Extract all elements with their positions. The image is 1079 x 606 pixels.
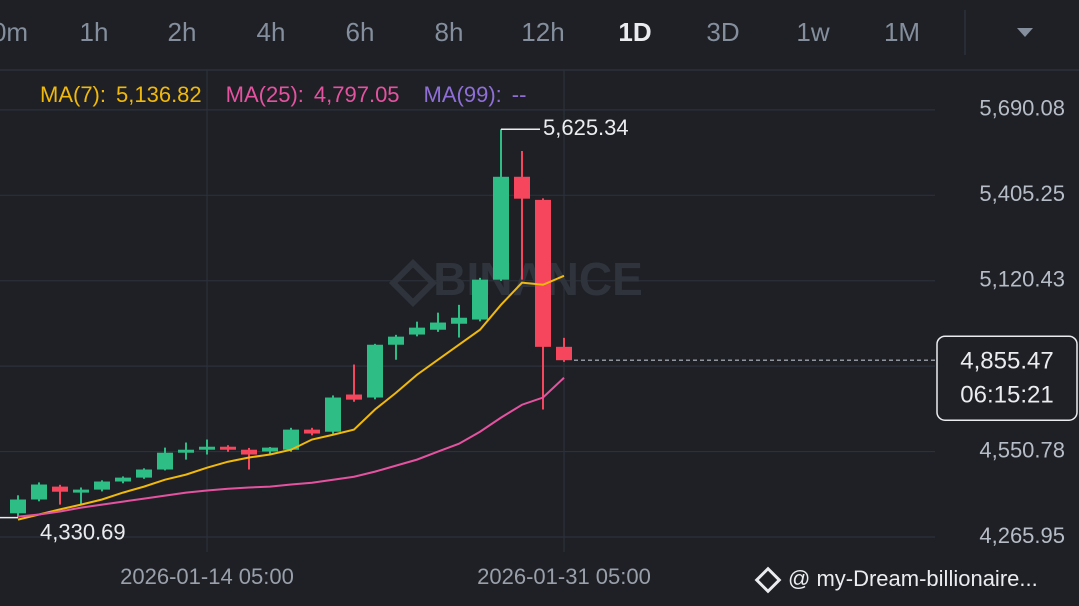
- watermark-logo: [388, 258, 438, 308]
- low-marker-label: 4,330.69: [40, 519, 126, 544]
- candle-body: [451, 317, 467, 324]
- candle-body: [73, 489, 89, 493]
- interval-tab[interactable]: 8h: [435, 17, 464, 47]
- dropdown-arrow[interactable]: [1017, 28, 1033, 37]
- candle-body: [52, 486, 68, 492]
- candle-body: [409, 327, 425, 335]
- candle-body: [115, 477, 131, 482]
- candle-body: [514, 176, 530, 199]
- candle-body: [220, 446, 236, 450]
- candle-body: [367, 344, 383, 398]
- candle-body: [430, 322, 446, 330]
- candle-body: [283, 429, 299, 450]
- grid: [0, 70, 935, 552]
- candle-body: [535, 199, 551, 347]
- interval-tab[interactable]: 4h: [257, 17, 286, 47]
- countdown-label: 06:15:21: [960, 382, 1053, 409]
- candle-body: [31, 484, 47, 500]
- legend-value: 5,136.82: [116, 82, 202, 107]
- candle-body: [10, 499, 26, 514]
- interval-tab[interactable]: 1h: [80, 17, 109, 47]
- legend-separator: :: [496, 82, 502, 107]
- legend-name: MA(25): [226, 82, 298, 107]
- candle-body: [556, 346, 572, 361]
- candle-body: [157, 452, 173, 470]
- legend-value: 4,797.05: [314, 82, 400, 107]
- legend-separator: :: [100, 82, 106, 107]
- candle-body: [136, 469, 152, 478]
- candle-body: [178, 449, 194, 453]
- candle-body: [325, 397, 341, 432]
- interval-tab[interactable]: 3D: [706, 17, 739, 47]
- interval-tab[interactable]: 1D: [618, 17, 651, 47]
- y-tick-label: 5,690.08: [979, 96, 1065, 121]
- last-price-label: 4,855.47: [960, 348, 1053, 375]
- candle-body: [388, 336, 404, 345]
- interval-tab[interactable]: 2h: [168, 17, 197, 47]
- candle-body: [241, 449, 257, 455]
- candle-body: [199, 446, 215, 450]
- interval-tab[interactable]: 1M: [884, 17, 920, 47]
- x-tick-label: 2026-01-31 05:00: [477, 564, 651, 589]
- high-marker-label: 5,625.34: [543, 115, 629, 140]
- y-tick-label: 4,550.78: [979, 437, 1065, 462]
- candle-body: [472, 279, 488, 320]
- interval-tab[interactable]: 1w: [796, 17, 829, 47]
- interval-tab[interactable]: 12h: [521, 17, 564, 47]
- y-tick-label: 5,405.25: [979, 181, 1065, 206]
- plot: [0, 128, 572, 521]
- ma-line: [17, 376, 565, 518]
- footer-logo: [754, 566, 782, 594]
- candle-body: [346, 394, 362, 400]
- legend-name: MA(99): [424, 82, 496, 107]
- candle-body: [94, 481, 110, 490]
- candle-body: [262, 447, 278, 452]
- legend-value: --: [512, 82, 527, 107]
- interval-tab[interactable]: 0m: [0, 17, 28, 47]
- x-tick-label: 2026-01-14 05:00: [120, 564, 294, 589]
- interval-tab[interactable]: 6h: [346, 17, 375, 47]
- candle-body: [304, 429, 320, 434]
- ma-line: [17, 274, 565, 521]
- y-tick-label: 4,265.95: [979, 523, 1065, 548]
- footer-handle: @ my-Dream-billionaire...: [788, 566, 1038, 591]
- candle-body: [493, 176, 509, 280]
- price-box: [936, 335, 1078, 421]
- legend-name: MA(7): [40, 82, 100, 107]
- y-tick-label: 5,120.43: [979, 267, 1065, 292]
- legend-separator: :: [298, 82, 304, 107]
